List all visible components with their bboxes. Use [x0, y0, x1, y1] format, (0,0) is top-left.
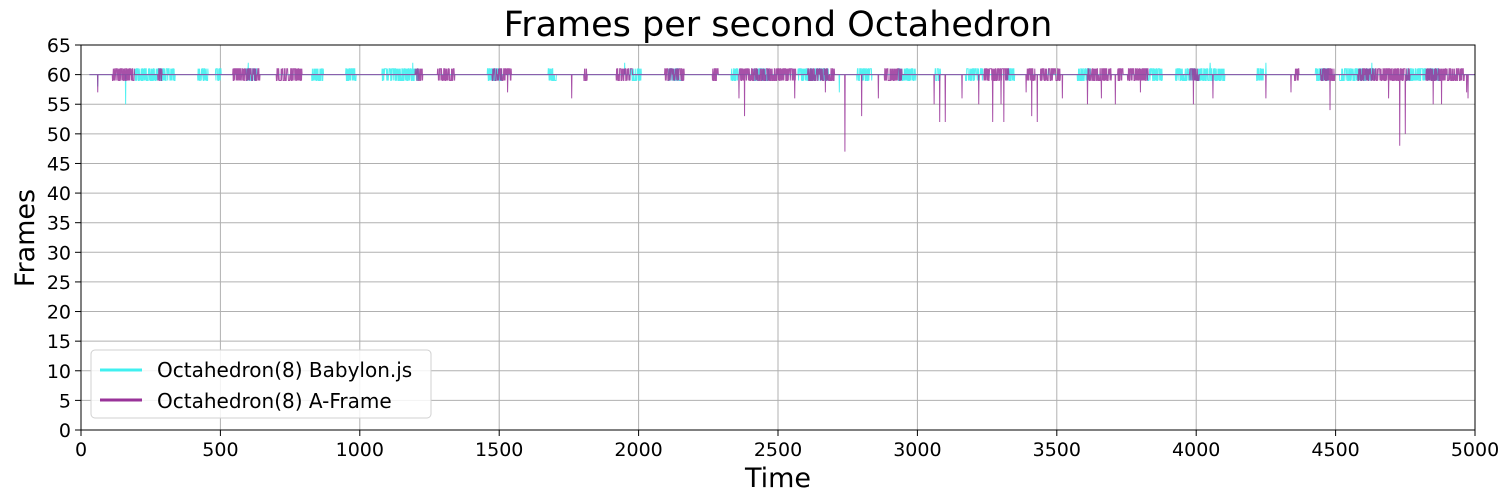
y-tick-label: 20 [47, 302, 71, 324]
x-tick-label: 4500 [1311, 439, 1359, 461]
series-layer [89, 62, 1475, 152]
x-tick-label: 1500 [475, 439, 523, 461]
y-tick-label: 50 [47, 124, 71, 146]
y-tick-label: 30 [47, 242, 71, 264]
x-tick-label: 5000 [1451, 439, 1499, 461]
y-tick-label: 55 [47, 94, 71, 116]
x-tick-label: 1000 [336, 439, 384, 461]
x-tick-label: 3500 [1033, 439, 1081, 461]
x-tick-label: 500 [202, 439, 238, 461]
y-tick-label: 0 [59, 420, 71, 442]
legend-box [90, 349, 432, 419]
y-tick-label: 10 [47, 361, 71, 383]
legend-label-aframe: Octahedron(8) A-Frame [157, 389, 392, 413]
y-tick-label: 65 [47, 35, 71, 57]
x-tick-label: 2000 [614, 439, 662, 461]
legend: Octahedron(8) Babylon.js Octahedron(8) A… [90, 349, 432, 419]
legend-label-babylon: Octahedron(8) Babylon.js [157, 358, 412, 382]
y-tick-label: 15 [47, 331, 71, 353]
x-tick-label: 2500 [754, 439, 802, 461]
y-tick-label: 35 [47, 213, 71, 235]
x-axis-ticks: 0 500 1000 1500 2000 2500 3000 3500 4000 4500 5000 [75, 430, 1499, 461]
y-tick-label: 25 [47, 272, 71, 294]
chart-title: Frames per second Octahedron [504, 5, 1053, 45]
y-axis-ticks: 0 5 10 15 20 25 30 35 40 45 50 55 60 65 [47, 35, 81, 442]
y-tick-label: 40 [47, 183, 71, 205]
x-tick-label: 3000 [893, 439, 941, 461]
x-axis-label: Time [744, 463, 811, 494]
y-tick-label: 45 [47, 153, 71, 175]
y-axis-label: Frames [10, 189, 41, 287]
y-tick-label: 5 [59, 390, 71, 412]
x-tick-label: 4000 [1172, 439, 1220, 461]
y-tick-label: 60 [47, 65, 71, 87]
series-line-1 [89, 68, 1475, 152]
x-tick-label: 0 [75, 439, 87, 461]
